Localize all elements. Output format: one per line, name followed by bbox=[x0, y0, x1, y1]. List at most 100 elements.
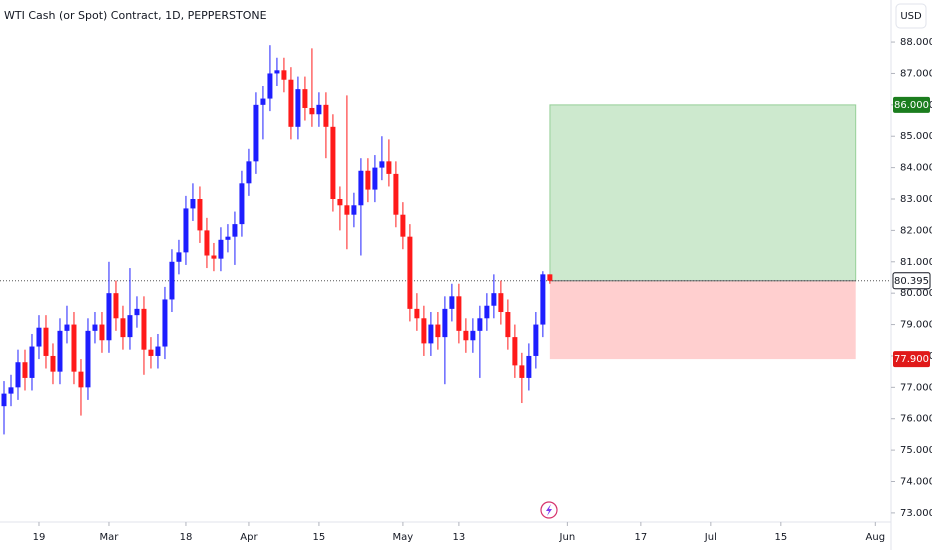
y-tick-label: 73.000 bbox=[900, 508, 932, 519]
candle-body bbox=[281, 70, 287, 80]
candle-body bbox=[71, 324, 77, 372]
candle-body bbox=[309, 107, 315, 115]
candle-body bbox=[351, 205, 357, 215]
x-tick-label: Aug bbox=[866, 532, 886, 543]
currency-button[interactable] bbox=[895, 3, 927, 29]
candle-body bbox=[316, 104, 322, 115]
candle-body bbox=[43, 327, 49, 356]
lightning-icon[interactable] bbox=[540, 501, 558, 519]
y-tick-label: 81.000 bbox=[900, 257, 932, 268]
candle-body bbox=[337, 199, 343, 206]
candle-body bbox=[1, 393, 7, 407]
y-tick-label: 75.000 bbox=[900, 445, 932, 456]
candle-body bbox=[15, 362, 21, 388]
candle-body bbox=[295, 89, 301, 127]
candle-body bbox=[358, 170, 364, 206]
candle-body bbox=[225, 236, 231, 240]
candle-body bbox=[106, 293, 112, 341]
candle-body bbox=[400, 214, 406, 237]
candle-body bbox=[421, 318, 427, 344]
candle-body bbox=[372, 167, 378, 190]
candle-body bbox=[456, 296, 462, 331]
candle-body bbox=[78, 371, 84, 388]
candle-body bbox=[197, 199, 203, 231]
x-tick-label: 15 bbox=[313, 532, 326, 543]
candle-body bbox=[134, 308, 140, 316]
candle-body bbox=[176, 252, 182, 262]
y-tick-label: 87.000 bbox=[900, 68, 932, 79]
candle-body bbox=[162, 299, 168, 347]
candle-body bbox=[127, 315, 133, 338]
candle-body bbox=[141, 308, 147, 350]
candle-body bbox=[428, 324, 434, 344]
candle-body bbox=[323, 104, 329, 127]
candle-body bbox=[365, 170, 371, 190]
y-tick-label: 84.000 bbox=[900, 163, 932, 174]
x-tick-label: 13 bbox=[453, 532, 466, 543]
candle-body bbox=[547, 274, 553, 281]
candle-body bbox=[148, 349, 154, 356]
y-tick-label: 88.000 bbox=[900, 37, 932, 48]
candle-body bbox=[274, 70, 280, 74]
candle-body bbox=[92, 324, 98, 331]
candle-body bbox=[512, 337, 518, 366]
candle-body bbox=[302, 89, 308, 108]
y-tick-label: 74.000 bbox=[900, 477, 932, 488]
candle-body bbox=[85, 330, 91, 388]
price-tag-label: 86.000 bbox=[894, 100, 929, 111]
candle-body bbox=[379, 161, 385, 168]
candle-body bbox=[99, 324, 105, 341]
candle-body bbox=[22, 362, 28, 378]
x-tick-label: 19 bbox=[33, 532, 46, 543]
candle-body bbox=[498, 293, 504, 313]
x-tick-label: 15 bbox=[774, 532, 787, 543]
candle-body bbox=[57, 330, 63, 372]
y-tick-label: 82.000 bbox=[900, 225, 932, 236]
profit-zone bbox=[549, 104, 857, 282]
y-tick-label: 77.000 bbox=[900, 382, 932, 393]
candle-body bbox=[29, 346, 35, 378]
candle-body bbox=[260, 98, 266, 105]
candle-body bbox=[344, 205, 350, 215]
candle-body bbox=[463, 330, 469, 341]
candle-body bbox=[477, 318, 483, 331]
y-tick-label: 85.000 bbox=[900, 131, 932, 142]
candle-body bbox=[218, 239, 224, 259]
candle-body bbox=[491, 293, 497, 306]
price-tag bbox=[893, 351, 930, 368]
candle-body bbox=[267, 73, 273, 99]
candle-body bbox=[526, 355, 532, 378]
candle-body bbox=[435, 324, 441, 338]
candle-body bbox=[533, 324, 539, 356]
y-tick-label: 76.000 bbox=[900, 414, 932, 425]
candle-body bbox=[540, 274, 546, 325]
candle-body bbox=[204, 230, 210, 256]
candle-body bbox=[211, 255, 217, 259]
candle-body bbox=[505, 312, 511, 338]
candle-body bbox=[8, 387, 14, 394]
candle-body bbox=[484, 305, 490, 319]
candle-body bbox=[407, 236, 413, 309]
chart-title: WTI Cash (or Spot) Contract, 1D, PEPPERS… bbox=[4, 9, 267, 22]
candle-body bbox=[253, 104, 259, 162]
candle-body bbox=[414, 308, 420, 319]
x-tick-label: Jul bbox=[704, 532, 717, 543]
x-tick-label: 17 bbox=[634, 532, 647, 543]
y-tick-label: 79.000 bbox=[900, 320, 932, 331]
price-tag-label: 77.900 bbox=[894, 354, 929, 365]
y-tick-label: 83.000 bbox=[900, 194, 932, 205]
candle-body bbox=[113, 293, 119, 319]
candle-body bbox=[246, 161, 252, 184]
currency-label[interactable]: USD bbox=[900, 11, 922, 22]
x-tick-label: May bbox=[393, 532, 414, 543]
candle-body bbox=[470, 330, 476, 341]
x-tick-label: Mar bbox=[100, 532, 120, 543]
price-tag bbox=[892, 272, 931, 290]
candle-body bbox=[36, 327, 42, 347]
candle-body bbox=[232, 224, 238, 237]
candle-body bbox=[519, 365, 525, 378]
x-tick-label: Apr bbox=[240, 532, 258, 543]
candle-body bbox=[442, 308, 448, 338]
candle-body bbox=[330, 126, 336, 200]
